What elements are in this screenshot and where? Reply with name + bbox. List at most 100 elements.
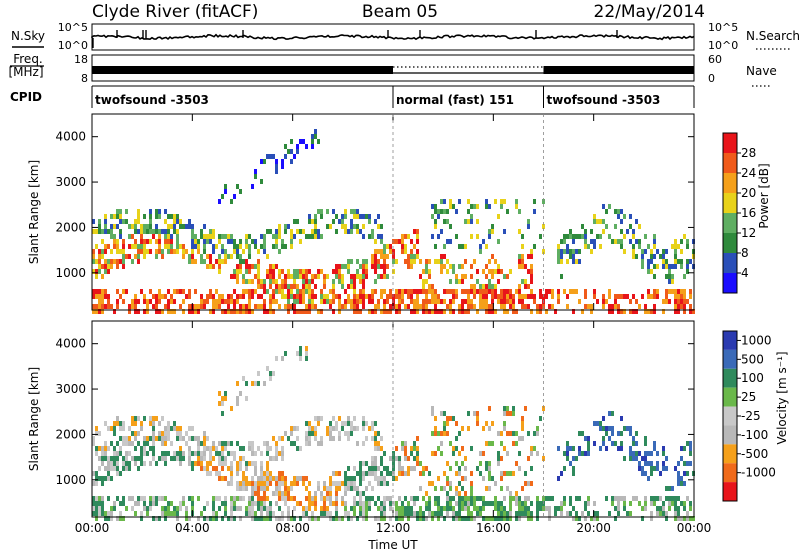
heat-cell (170, 426, 173, 431)
heat-cell (293, 299, 296, 304)
heat-cell (206, 299, 209, 304)
heat-cell (293, 284, 296, 289)
heat-cell (491, 224, 494, 229)
heat-cell (521, 304, 524, 309)
heat-cell (419, 461, 422, 466)
heat-cell (638, 224, 641, 229)
heat-cell (293, 294, 296, 299)
heat-cell (242, 279, 245, 284)
heat-cell (239, 239, 242, 244)
heat-cell (470, 234, 473, 239)
heat-cell (143, 244, 146, 249)
heat-cell (134, 421, 137, 426)
heat-cell (386, 471, 389, 476)
heat-cell (167, 304, 170, 309)
heat-cell (482, 506, 485, 511)
heat-cell (266, 254, 269, 259)
heat-cell (542, 456, 545, 461)
heat-cell (512, 294, 515, 299)
heat-cell (488, 309, 491, 314)
heat-cell (269, 481, 272, 486)
heat-cell (509, 491, 512, 496)
heat-cell (119, 446, 122, 451)
heat-cell (671, 244, 674, 249)
heat-cell (188, 219, 191, 224)
heat-cell (452, 511, 455, 516)
heat-cell (539, 506, 542, 511)
heat-cell (470, 481, 473, 486)
heat-cell (374, 239, 377, 244)
heat-cell (485, 289, 488, 294)
heat-cell (416, 456, 419, 461)
heat-cell (452, 451, 455, 456)
x-tick-label: 08:00 (275, 521, 310, 535)
heat-cell (326, 426, 329, 431)
heat-cell (125, 451, 128, 456)
heat-cell (665, 511, 668, 516)
heat-cell (278, 451, 281, 456)
heat-cell (215, 304, 218, 309)
heat-cell (92, 289, 95, 294)
heat-cell (245, 244, 248, 249)
heat-cell (446, 416, 449, 421)
heat-cell (680, 516, 683, 521)
heat-cell (575, 511, 578, 516)
heat-cell (629, 224, 632, 229)
heat-cell (212, 304, 215, 309)
heat-cell (599, 219, 602, 224)
heat-cell (254, 516, 257, 521)
heat-cell (467, 209, 470, 214)
heat-cell (266, 471, 269, 476)
heat-cell (662, 466, 665, 471)
heat-cell (407, 471, 410, 476)
heat-cell (299, 346, 302, 351)
heat-cell (536, 496, 539, 501)
heat-cell (101, 249, 104, 254)
heat-cell (338, 431, 341, 436)
heat-cell (584, 294, 587, 299)
heat-cell (632, 456, 635, 461)
heat-cell (437, 234, 440, 239)
heat-cell (311, 229, 314, 234)
heat-cell (434, 224, 437, 229)
cpid-segment-label: twofsound -3503 (95, 93, 209, 107)
heat-cell (260, 279, 263, 284)
heat-cell (647, 461, 650, 466)
heat-cell (266, 441, 269, 446)
heat-cell (113, 224, 116, 229)
heat-cell (272, 371, 275, 376)
heat-cell (260, 506, 263, 511)
heat-cell (416, 309, 419, 314)
heat-cell (281, 516, 284, 521)
heat-cell (143, 496, 146, 501)
heat-cell (128, 461, 131, 466)
heat-cell (203, 239, 206, 244)
nsearch-label: N.Search (746, 29, 800, 43)
heat-cell (380, 254, 383, 259)
heat-cell (230, 234, 233, 239)
heat-cell (386, 496, 389, 501)
heat-cell (188, 294, 191, 299)
heat-cell (434, 501, 437, 506)
heat-cell (341, 501, 344, 506)
heat-cell (620, 431, 623, 436)
heat-cell (494, 284, 497, 289)
heat-cell (227, 481, 230, 486)
heat-cell (212, 309, 215, 314)
heat-cell (176, 426, 179, 431)
heat-cell (470, 471, 473, 476)
heat-cell (362, 471, 365, 476)
heat-cell (107, 229, 110, 234)
heat-cell (149, 461, 152, 466)
heat-cell (329, 431, 332, 436)
heat-cell (254, 511, 257, 516)
heat-cell (158, 214, 161, 219)
heat-cell (365, 214, 368, 219)
heat-cell (332, 481, 335, 486)
heat-cell (527, 516, 530, 521)
heat-cell (263, 506, 266, 511)
heat-cell (284, 154, 287, 159)
heat-cell (677, 516, 680, 521)
heat-cell (206, 471, 209, 476)
heat-cell (170, 234, 173, 239)
